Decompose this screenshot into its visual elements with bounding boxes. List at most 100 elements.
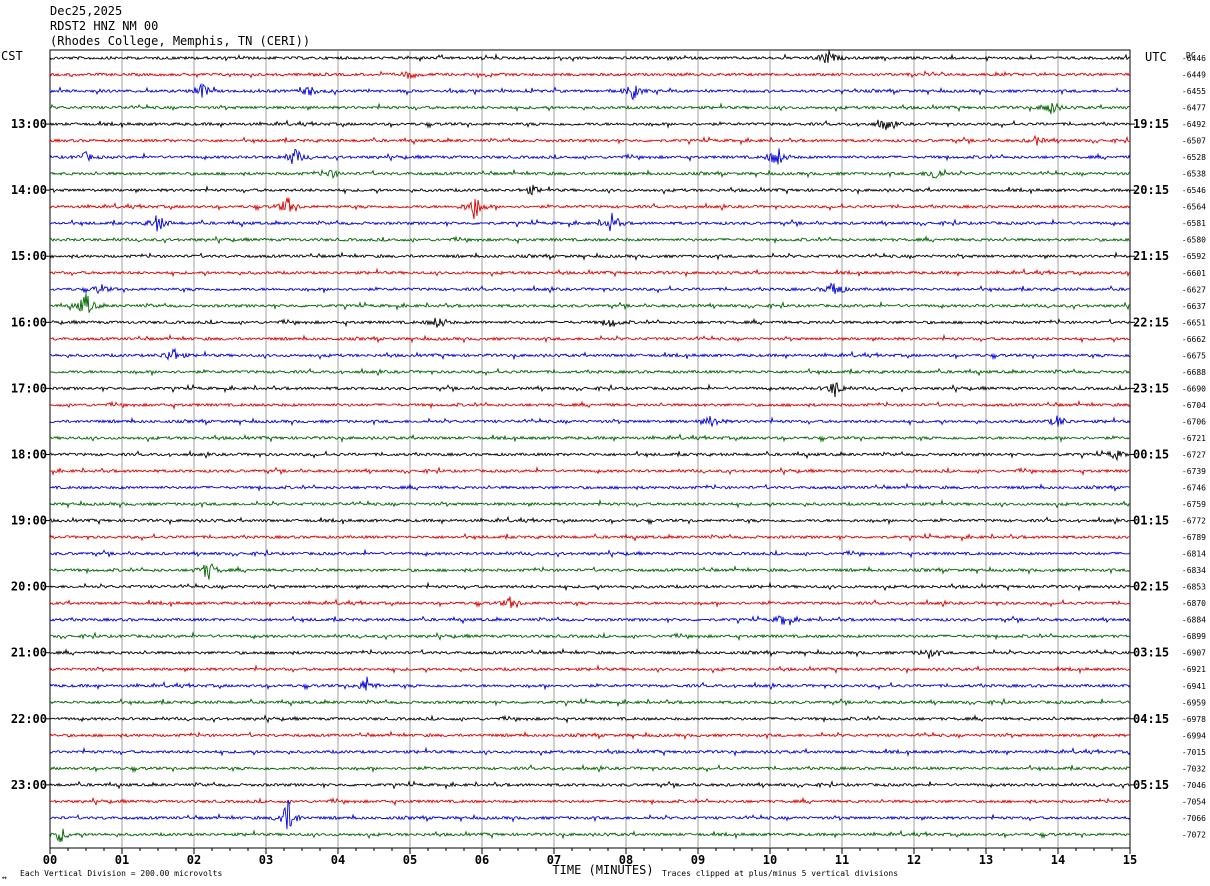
scale-note: Each Vertical Division = 200.00 microvol… xyxy=(20,869,222,878)
dc-offset-label: -6507 xyxy=(1182,137,1206,146)
x-tick-label: 07 xyxy=(547,853,561,867)
dc-offset-label: -6727 xyxy=(1182,450,1206,459)
seismogram-trace xyxy=(49,69,1131,80)
seismogram-trace xyxy=(49,382,1131,398)
location-label: (Rhodes College, Memphis, TN (CERI)) xyxy=(50,34,311,48)
seismogram-trace xyxy=(49,235,1131,245)
seismogram-trace xyxy=(49,251,1131,261)
dc-offset-label: -6978 xyxy=(1182,715,1206,724)
seismogram-trace xyxy=(50,433,1131,443)
seismogram-trace xyxy=(49,465,1131,476)
seismogram-trace xyxy=(49,548,1131,559)
utc-hour-label: 23:15 xyxy=(1133,381,1169,395)
seismogram-trace xyxy=(49,148,1131,165)
utc-hour-label: 02:15 xyxy=(1133,580,1169,594)
dc-offset-label: -6853 xyxy=(1182,583,1206,592)
x-tick-label: 10 xyxy=(763,853,777,867)
seismogram-trace xyxy=(49,676,1131,691)
cst-hour-label: 14:00 xyxy=(11,183,47,197)
seismogram-trace xyxy=(49,581,1131,592)
cst-hour-label: 13:00 xyxy=(11,117,47,131)
x-tick-label: 08 xyxy=(619,853,633,867)
x-tick-label: 09 xyxy=(691,853,705,867)
dc-label: DC xyxy=(1186,51,1196,60)
dc-offset-label: -6637 xyxy=(1182,302,1206,311)
utc-hour-label: 00:15 xyxy=(1133,447,1169,461)
seismogram-trace xyxy=(49,399,1131,410)
seismogram-trace xyxy=(49,482,1131,493)
dc-offset-label: -6907 xyxy=(1182,649,1206,658)
seismogram-trace xyxy=(49,563,1131,580)
seismogram-trace xyxy=(49,212,1131,232)
seismogram-trace xyxy=(49,293,1131,313)
x-axis-label: TIME (MINUTES) xyxy=(552,863,653,877)
seismogram-trace xyxy=(49,82,1131,101)
seismogram-trace xyxy=(49,367,1130,377)
seismogram-trace xyxy=(50,347,1131,361)
dc-offset-label: -6704 xyxy=(1182,401,1206,410)
arrow-icon: ↔ xyxy=(2,873,7,882)
cst-hour-label: 22:00 xyxy=(11,712,47,726)
dc-offset-label: -6759 xyxy=(1182,500,1206,509)
x-tick-label: 13 xyxy=(979,853,993,867)
x-tick-label: 01 xyxy=(115,853,129,867)
seismogram-trace xyxy=(49,799,1131,830)
dc-offset-label: -6675 xyxy=(1182,351,1206,360)
dc-offset-label: -6746 xyxy=(1182,484,1206,493)
seismogram-trace xyxy=(49,697,1131,708)
x-tick-label: 06 xyxy=(475,853,489,867)
cst-hour-label: 18:00 xyxy=(11,447,47,461)
dc-offset-label: -6870 xyxy=(1182,599,1206,608)
dc-offset-label: -7015 xyxy=(1182,748,1206,757)
cst-hour-label: 20:00 xyxy=(11,580,47,594)
dc-offset-label: -7032 xyxy=(1182,764,1206,773)
plot-frame xyxy=(49,49,1131,849)
seismogram-trace xyxy=(49,282,1131,295)
dc-offset-label: -6688 xyxy=(1182,368,1206,377)
dc-offset-label: -6477 xyxy=(1182,104,1206,113)
dc-offset-label: -6772 xyxy=(1182,517,1206,526)
seismogram-trace xyxy=(49,780,1131,790)
cst-hour-label: 19:00 xyxy=(11,514,47,528)
dc-offset-label: -6546 xyxy=(1182,186,1206,195)
dc-offset-label: -7072 xyxy=(1182,830,1206,839)
dc-offset-label: -6446 xyxy=(1182,54,1206,63)
dc-offset-label: -6580 xyxy=(1182,236,1206,245)
seismogram-trace xyxy=(49,664,1131,675)
dc-offset-label: -6721 xyxy=(1182,434,1206,443)
x-tick-label: 15 xyxy=(1123,853,1137,867)
dc-offset-label: -6959 xyxy=(1182,698,1206,707)
x-tick-label: 04 xyxy=(331,853,345,867)
dc-offset-label: -6690 xyxy=(1182,384,1206,393)
dc-offset-label: -6581 xyxy=(1182,219,1206,228)
seismogram-trace xyxy=(49,184,1131,196)
dc-offset-label: -6455 xyxy=(1182,87,1206,96)
dc-offset-label: -6941 xyxy=(1182,682,1206,691)
clip-note: Traces clipped at plus/minus 5 vertical … xyxy=(662,869,898,878)
station-label: RDST2 HNZ NM 00 xyxy=(50,19,159,33)
dc-offset-label: -6739 xyxy=(1182,467,1206,476)
x-tick-label: 14 xyxy=(1051,853,1065,867)
x-tick-label: 00 xyxy=(43,853,57,867)
date-label: Dec25,2025 xyxy=(50,4,123,18)
cst-hour-label: 15:00 xyxy=(11,249,47,263)
utc-hour-label: 01:15 xyxy=(1133,514,1169,528)
seismogram-trace xyxy=(49,746,1131,757)
utc-hour-label: 20:15 xyxy=(1133,183,1169,197)
utc-hour-label: 05:15 xyxy=(1133,778,1169,792)
cst-hour-label: 16:00 xyxy=(11,315,47,329)
dc-offset-label: -7054 xyxy=(1182,797,1206,806)
utc-label: UTC xyxy=(1145,50,1167,64)
x-tick-label: 02 xyxy=(187,853,201,867)
utc-hour-label: 21:15 xyxy=(1133,249,1169,263)
seismogram-trace xyxy=(49,532,1130,542)
dc-offset-label: -6899 xyxy=(1182,632,1206,641)
seismogram-trace xyxy=(49,730,1131,741)
dc-offset-label: -6789 xyxy=(1182,533,1206,542)
dc-offset-label: -6994 xyxy=(1182,731,1206,740)
dc-offset-label: -7066 xyxy=(1182,814,1206,823)
dc-offset-label: -6538 xyxy=(1182,170,1206,179)
x-tick-label: 05 xyxy=(403,853,417,867)
seismogram-trace xyxy=(50,333,1131,344)
